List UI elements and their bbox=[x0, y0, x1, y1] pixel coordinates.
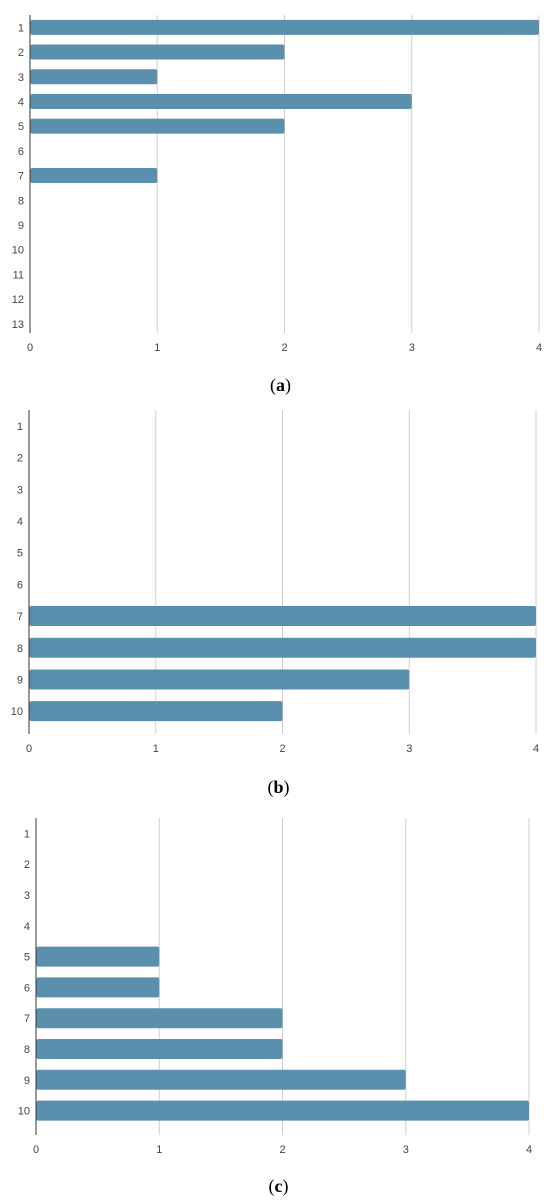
y-tick-label: 8 bbox=[24, 1044, 30, 1056]
y-tick-label: 6 bbox=[17, 579, 23, 591]
x-tick-label: 4 bbox=[533, 743, 539, 755]
bar bbox=[30, 44, 285, 60]
y-tick-label: 8 bbox=[17, 643, 23, 655]
y-tick-label: 7 bbox=[17, 611, 23, 623]
bar bbox=[36, 1100, 529, 1121]
y-tick-label: 9 bbox=[24, 1075, 30, 1087]
x-tick-label: 1 bbox=[153, 743, 159, 755]
y-tick-label: 10 bbox=[11, 706, 23, 718]
y-tick-label: 6 bbox=[24, 982, 30, 994]
x-tick-label: 2 bbox=[279, 743, 285, 755]
bar bbox=[29, 701, 283, 722]
bar bbox=[36, 1008, 283, 1029]
bar bbox=[30, 93, 412, 109]
chart-panel-b: 1 2 3 4 5 6 7 8 9 10 0 1 2 3 4 (b) bbox=[11, 410, 539, 798]
y-tick-label: 9 bbox=[18, 220, 24, 232]
x-tick-label: 1 bbox=[154, 342, 160, 354]
y-tick-label: 7 bbox=[24, 1013, 30, 1025]
y-tick-label: 3 bbox=[17, 484, 23, 496]
y-tick-label: 1 bbox=[24, 828, 30, 840]
x-tick-label: 2 bbox=[279, 1144, 285, 1156]
bar bbox=[29, 637, 536, 658]
y-tick-label: 6 bbox=[18, 146, 24, 158]
panel-caption: (c) bbox=[269, 1176, 289, 1197]
y-tick-label: 1 bbox=[17, 421, 23, 433]
bar bbox=[29, 669, 410, 690]
y-tick-label: 7 bbox=[18, 171, 24, 183]
x-tick-label: 4 bbox=[536, 342, 542, 354]
bar bbox=[36, 977, 160, 998]
y-tick-label: 4 bbox=[18, 96, 24, 108]
y-tick-label: 13 bbox=[12, 319, 24, 331]
y-tick-label: 2 bbox=[17, 453, 23, 465]
chart-panel-c: 1 2 3 4 5 6 7 8 9 10 0 1 2 3 4 (c) bbox=[18, 818, 532, 1197]
x-tick-label: 0 bbox=[33, 1144, 39, 1156]
y-tick-label: 10 bbox=[18, 1106, 30, 1118]
y-tick-label: 1 bbox=[18, 22, 24, 34]
bar bbox=[29, 606, 536, 627]
y-tick-label: 4 bbox=[24, 921, 30, 933]
bar bbox=[30, 168, 158, 184]
y-tick-label: 5 bbox=[17, 548, 23, 560]
x-tick-label: 0 bbox=[27, 342, 33, 354]
y-tick-label: 4 bbox=[17, 516, 23, 528]
panel-caption: (b) bbox=[267, 777, 289, 798]
y-tick-label: 3 bbox=[24, 890, 30, 902]
y-tick-label: 8 bbox=[18, 195, 24, 207]
y-tick-label: 10 bbox=[12, 245, 24, 257]
y-tick-label: 12 bbox=[12, 294, 24, 306]
y-tick-label: 5 bbox=[18, 121, 24, 133]
x-tick-label: 3 bbox=[406, 743, 412, 755]
x-tick-label: 1 bbox=[156, 1144, 162, 1156]
y-tick-label: 2 bbox=[24, 859, 30, 871]
bar bbox=[36, 1039, 283, 1059]
panel-caption: (a) bbox=[270, 375, 291, 396]
x-tick-label: 3 bbox=[409, 342, 415, 354]
y-tick-label: 3 bbox=[18, 72, 24, 84]
bar bbox=[30, 19, 539, 35]
x-tick-label: 4 bbox=[526, 1144, 532, 1156]
x-tick-label: 0 bbox=[26, 743, 32, 755]
bar bbox=[36, 1069, 406, 1090]
y-tick-label: 11 bbox=[13, 269, 24, 281]
y-tick-label: 2 bbox=[18, 47, 24, 59]
y-tick-label: 5 bbox=[24, 952, 30, 964]
x-tick-label: 2 bbox=[281, 342, 287, 354]
bar bbox=[30, 118, 285, 134]
bar bbox=[30, 69, 158, 85]
y-tick-label: 9 bbox=[17, 674, 23, 686]
x-tick-label: 3 bbox=[403, 1144, 409, 1156]
bar bbox=[36, 946, 160, 967]
